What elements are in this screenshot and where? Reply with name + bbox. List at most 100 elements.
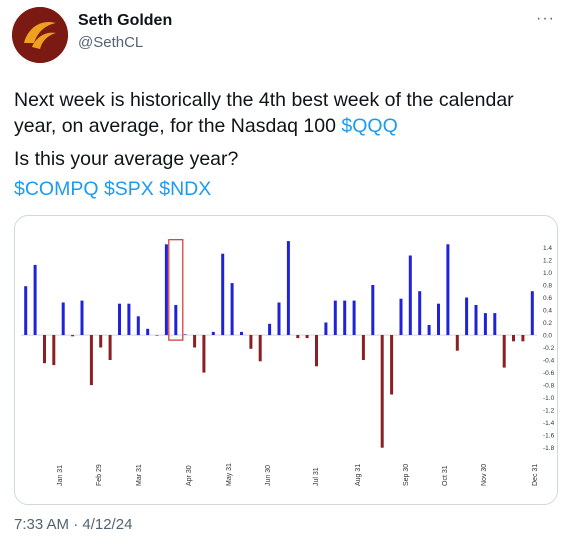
chart-bar [99,335,103,348]
chart-bar [286,241,290,335]
chart-bar [24,286,28,335]
chart-bar [493,313,497,335]
chart-bar [521,335,525,342]
y-tick-label: -1.0 [543,395,555,402]
chart-bar [211,331,215,335]
chart-bar [483,313,487,335]
highlight-box [168,239,184,341]
chart-bar [71,335,75,337]
x-tick-label: Apr 30 [186,465,193,486]
chart-bar [108,335,112,360]
chart-bar [437,303,440,335]
cashtag-link[interactable]: $SPX [103,178,154,200]
x-tick-label: Oct 31 [442,465,449,486]
seasonality-chart: 1.4 1.2 1.0 0.8 0.6 0.4 0.2 0.0 -0.2 -0.4 -0.6 -0.8… [21,239,555,486]
chart-bar [268,323,272,336]
chart-bar [230,283,234,336]
chart-bar [146,328,150,336]
chart-bar [455,335,459,351]
chart-bar [118,303,121,335]
chart-bar [183,334,187,335]
chart-bar [155,335,159,336]
y-tick-label: 0.4 [543,308,552,315]
chart-bar [502,335,506,368]
chart-bar [89,335,93,386]
y-tick-label: 0.0 [543,333,552,340]
chart-bar [61,302,65,336]
cashtag-link[interactable]: $NDX [159,178,212,200]
x-tick-label: Jun 30 [265,465,272,486]
chart-bar [315,335,318,367]
chart-bar [333,300,337,335]
chart-bar [193,335,197,348]
chart-bar [80,300,84,335]
author-name[interactable]: Seth Golden [78,12,173,29]
chart-bar [352,300,356,335]
x-tick-label: Jul 31 [313,467,320,486]
chart-bar [408,255,412,335]
y-tick-label: 0.8 [543,283,552,290]
y-tick-label: 0.2 [543,320,552,327]
tweet-text-line2: Is this your average year? [14,148,239,170]
chart-bar [249,335,253,349]
y-tick-label: 1.0 [543,270,552,277]
x-tick-label: Dec 31 [532,464,539,486]
y-tick-label: -0.8 [543,383,555,390]
author-handle[interactable]: @SethCL [78,34,144,51]
chart-bar [202,335,206,373]
chart-bar [240,331,243,335]
chart-bar [305,335,309,339]
chart-image[interactable]: 1.4 1.2 1.0 0.8 0.6 0.4 0.2 0.0 -0.2 -0.4 -0.6 -0.8… [14,215,558,505]
chart-bar [399,298,403,335]
y-tick-label: 1.4 [543,245,552,252]
chart-bar [52,335,56,366]
chart-bar [361,335,365,360]
chart-bar [427,325,431,335]
tweet-text-line1: Next week is historically the 4th best w… [14,87,554,139]
y-tick-label: -1.4 [543,420,555,427]
chart-bar [164,244,168,336]
chart-bar [474,305,478,336]
x-tick-label: Jan 31 [57,465,64,486]
y-tick-label: -0.6 [543,370,555,377]
chart-bar [33,264,37,335]
chart-bar [512,335,515,342]
chart-bar [258,335,262,362]
y-tick-label: -1.6 [543,433,555,440]
y-tick-label: -1.2 [543,408,555,415]
y-tick-label: 0.6 [543,295,552,302]
chart-bar [371,285,375,336]
chart-bar [277,302,281,336]
avatar[interactable] [12,7,68,63]
x-tick-label: Aug 31 [355,464,362,486]
chart-bar [296,335,300,339]
chart-bar [390,335,394,395]
chart-bar [136,316,140,336]
chart-bar [446,244,450,336]
chart-bar [380,335,384,448]
author-logo-icon [12,7,68,63]
x-tick-label: Mar 31 [136,464,143,486]
chart-bar [221,253,225,336]
more-horizontal-icon[interactable]: ··· [536,10,555,27]
chart-bar [530,291,534,335]
x-tick-label: Feb 29 [96,464,103,486]
y-tick-label: -1.8 [543,445,555,452]
x-tick-label: Sep 30 [403,464,410,486]
chart-bar [174,305,178,336]
x-tick-label: May 31 [226,463,233,486]
tweet-sentence: Next week is historically the 4th best w… [14,89,514,137]
chart-bar [127,303,131,335]
cashtag-link[interactable]: $QQQ [341,115,398,137]
x-tick-label: Nov 30 [481,464,488,486]
chart-bar [418,291,422,335]
chart-bar [43,335,46,364]
y-tick-label: -0.2 [543,345,555,352]
chart-bar [343,300,347,335]
y-tick-label: 1.2 [543,257,552,264]
chart-bar [324,322,328,335]
cashtag-link[interactable]: $COMPQ [14,178,99,200]
tweet-cashtags: $COMPQ $SPX $NDX [14,176,211,202]
tweet-timestamp[interactable]: 7:33 AM · 4/12/24 [14,516,133,533]
chart-bar [465,297,469,336]
